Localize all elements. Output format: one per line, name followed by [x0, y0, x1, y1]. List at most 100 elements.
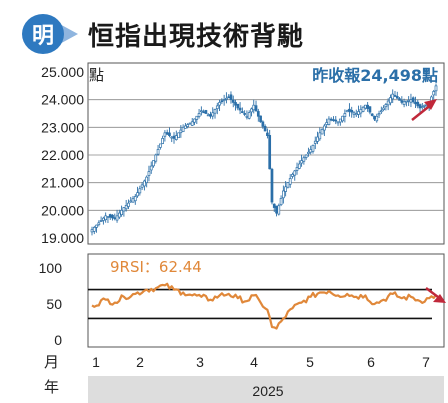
candle-body [99, 220, 103, 222]
candle-body [398, 98, 401, 101]
candle-body [384, 104, 388, 108]
candle-body [122, 207, 126, 212]
candle-body [418, 104, 422, 109]
candle-body [293, 170, 297, 176]
candle-body [147, 171, 151, 176]
candle-body [375, 115, 379, 122]
candle-body [241, 111, 244, 113]
month-tick-labels: 1 2 3 4 5 6 7 [92, 354, 430, 370]
candle-body [193, 118, 196, 123]
candle-body [313, 140, 317, 144]
candle-body [332, 119, 335, 121]
candle-body [282, 190, 285, 199]
candle-body [133, 196, 137, 202]
candle-body [338, 118, 342, 123]
price-arrow [411, 99, 437, 121]
candle-body [277, 205, 281, 215]
candle-body [309, 149, 313, 153]
candle-body [348, 108, 351, 112]
candle-body [250, 108, 253, 113]
candle-body [254, 105, 258, 112]
candle-body [352, 112, 356, 115]
candle-body [357, 111, 360, 115]
candle-body [143, 180, 146, 187]
month-tick-label: 4 [250, 354, 258, 370]
candle-body [117, 212, 121, 218]
candle-body [327, 118, 331, 125]
candle-body [272, 203, 276, 208]
candle-body [329, 118, 333, 121]
candle-body [236, 103, 240, 109]
title-row: 明 恒指出現技術背馳 [22, 14, 442, 54]
candle-body [152, 160, 155, 167]
candle-body [92, 227, 96, 232]
candle-body [197, 113, 201, 117]
price-grid [88, 99, 444, 211]
candle-body [104, 215, 108, 221]
rsi-y-ticks: 100 50 0 [39, 260, 63, 348]
candle-body [395, 96, 399, 99]
candle-body [311, 144, 315, 152]
candle-body [145, 176, 149, 183]
candle-body [186, 124, 190, 127]
candle-body [325, 122, 328, 125]
candle-body [95, 224, 98, 228]
candle-body [115, 215, 119, 221]
rsi-panel: 100 50 0 9RSI：62.44 [39, 253, 446, 348]
candle-body [402, 101, 406, 105]
candle-body [163, 132, 167, 137]
candle-body [102, 217, 105, 221]
candle-body [334, 119, 338, 122]
price-y-ticks: 25.000 24.000 23.000 22.000 21.000 20.000 19.0… [41, 64, 84, 246]
candle-body [129, 200, 133, 203]
candle-body [386, 100, 390, 106]
candle-body [231, 99, 235, 103]
page-title: 恒指出現技術背馳 [88, 22, 305, 52]
price-frame [87, 62, 445, 245]
candle-body [229, 94, 233, 101]
candle-body [256, 111, 260, 117]
candle-body [188, 122, 192, 125]
price-y-tick-label: 23.000 [41, 119, 84, 135]
candle-body [108, 214, 112, 218]
candle-body [345, 110, 349, 113]
candle-body [411, 97, 415, 103]
candle-body [174, 135, 178, 140]
candle-body [90, 229, 94, 233]
candle-body [131, 198, 135, 203]
candle-body [190, 121, 194, 126]
candle-body [113, 217, 117, 220]
candle-body [227, 96, 231, 99]
candle-body [307, 151, 310, 154]
candle-body [111, 214, 114, 219]
price-y-tick-label: 21.000 [41, 175, 84, 191]
candle-body [270, 168, 274, 203]
candle-body [252, 104, 256, 111]
rsi-y-tick-label: 50 [46, 296, 62, 312]
month-tick-label: 6 [367, 354, 375, 370]
month-tick-label: 5 [306, 354, 314, 370]
month-tick-label: 1 [92, 354, 100, 370]
candle-body [202, 111, 205, 114]
candle-body [124, 205, 128, 210]
candle-body [416, 101, 420, 107]
month-tick-label: 2 [136, 354, 144, 370]
price-panel: 25.000 24.000 23.000 22.000 21.000 20.000 19.0… [41, 62, 445, 246]
year-label: 2025 [252, 383, 283, 399]
candle-body [407, 100, 411, 102]
candle-body [354, 113, 358, 116]
candle-body [286, 182, 290, 188]
year-band [88, 376, 444, 403]
candle-body [158, 143, 162, 148]
candle-body [316, 136, 319, 142]
newspaper-logo: 明 [22, 14, 64, 54]
candle-body [177, 132, 180, 139]
candle-body [263, 126, 267, 132]
candle-body [179, 129, 183, 134]
rsi-y-tick-label: 0 [54, 332, 62, 348]
candle-body [127, 202, 130, 207]
candle-body [149, 165, 153, 171]
candle-body [414, 101, 417, 105]
candle-body [275, 205, 278, 214]
candle-body [366, 104, 370, 110]
